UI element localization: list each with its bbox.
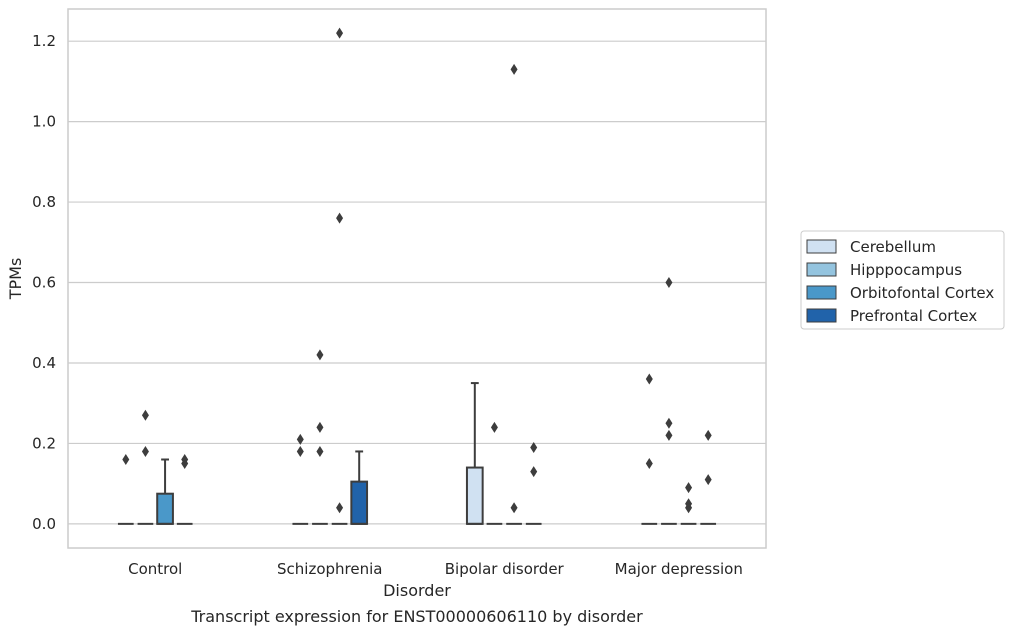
legend-swatch <box>806 285 837 300</box>
box-cerebellum <box>641 373 658 525</box>
outlier-point <box>645 373 653 385</box>
outlier-point <box>336 502 344 514</box>
box-prefrontal-cortex <box>700 429 717 525</box>
outlier-point <box>141 445 149 457</box>
y-tick-label: 1.2 <box>32 32 56 50</box>
box-hipppocampus <box>661 277 677 525</box>
chart-caption: Transcript expression for ENST0000060611… <box>190 607 643 626</box>
box-body <box>156 492 174 525</box>
box-orbitofontal-cortex <box>331 27 348 525</box>
outlier-point <box>510 63 518 75</box>
outlier-point <box>316 349 324 361</box>
outlier-point <box>296 433 304 445</box>
y-tick-label: 0.0 <box>32 515 56 533</box>
y-tick-label: 0.2 <box>32 434 56 452</box>
box-hipppocampus <box>312 349 328 525</box>
outlier-point <box>336 212 344 224</box>
x-axis-label: Disorder <box>383 581 451 600</box>
outlier-point <box>122 454 130 466</box>
outlier-point <box>685 498 693 510</box>
outlier-point <box>665 277 673 289</box>
outlier-point <box>336 27 344 39</box>
y-axis-label: TPMs <box>6 258 25 301</box>
outlier-point <box>490 421 498 433</box>
x-tick-label: Control <box>128 560 182 578</box>
legend-entry: Cerebellum <box>850 238 936 256</box>
legend-entry: Hipppocampus <box>850 261 962 279</box>
legend-entry: Orbitofontal Cortex <box>850 284 994 302</box>
outlier-point <box>510 502 518 514</box>
y-tick-label: 0.8 <box>32 193 56 211</box>
outlier-point <box>141 409 149 421</box>
outlier-point <box>704 474 712 486</box>
legend-entry: Prefrontal Cortex <box>850 307 977 325</box>
outlier-point <box>665 429 673 441</box>
outlier-point <box>316 421 324 433</box>
x-axis-ticks: Control Schizophrenia Bipolar disorder Majo… <box>128 560 743 578</box>
box-orbitofontal-cortex <box>506 63 522 525</box>
y-tick-label: 1.0 <box>32 113 56 131</box>
y-tick-label: 0.4 <box>32 354 56 372</box>
y-gridlines <box>68 40 766 525</box>
box-prefrontal-cortex <box>525 441 542 525</box>
outlier-point <box>704 429 712 441</box>
y-tick-label: 0.6 <box>32 274 56 292</box>
legend-swatch <box>806 262 837 277</box>
box-cerebellum <box>465 382 484 525</box>
box-cerebellum <box>292 433 309 525</box>
x-tick-label: Major depression <box>615 560 743 578</box>
outlier-point <box>181 454 189 466</box>
outlier-point <box>530 466 538 478</box>
legend-swatch <box>806 308 837 323</box>
legend: Cerebellum Hipppocampus Orbitofontal Corte… <box>800 230 1005 330</box>
box-hipppocampus <box>486 421 503 525</box>
box-prefrontal-cortex <box>350 450 369 525</box>
box-body <box>465 466 484 525</box>
box-body <box>350 480 369 525</box>
box-series <box>117 27 717 525</box>
box-orbitofontal-cortex <box>680 482 697 525</box>
box-prefrontal-cortex <box>176 454 193 525</box>
outlier-point <box>685 482 693 494</box>
legend-frame <box>800 230 1005 330</box>
outlier-point <box>296 445 304 457</box>
box-hipppocampus <box>137 409 154 525</box>
outlier-point <box>316 445 324 457</box>
outlier-point <box>645 458 653 470</box>
y-axis-ticks: 0.0 0.2 0.4 0.6 0.8 1.0 1.2 <box>32 32 56 533</box>
outlier-point <box>665 417 673 429</box>
box-orbitofontal-cortex <box>156 458 174 525</box>
legend-swatch <box>806 239 837 254</box>
box-cerebellum <box>117 454 134 525</box>
x-tick-label: Bipolar disorder <box>445 560 565 578</box>
outlier-point <box>530 441 538 453</box>
plot-frame <box>67 8 767 549</box>
x-tick-label: Schizophrenia <box>277 560 382 578</box>
